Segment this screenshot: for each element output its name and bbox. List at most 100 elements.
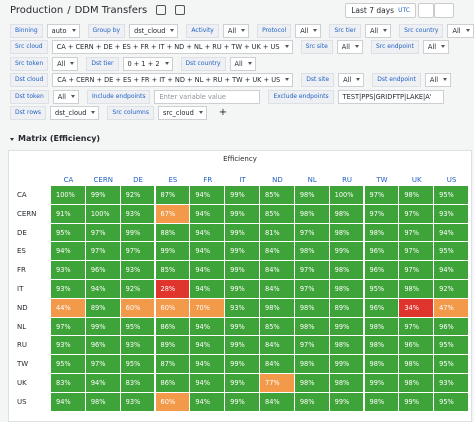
matrix-cell: 94%	[190, 336, 226, 356]
matrix-cell: 97%	[399, 242, 435, 262]
column-header[interactable]: RU	[342, 176, 353, 184]
matrix-cell: 98%	[329, 280, 365, 299]
matrix-cell: 85%	[260, 204, 295, 224]
matrix-cell: 99%	[225, 186, 260, 205]
column-header[interactable]: CA	[63, 176, 74, 184]
matrix-cell: 94%	[85, 374, 121, 393]
matrix-cell: 94%	[190, 317, 226, 337]
variable-input[interactable]: Enter variable value	[154, 89, 261, 104]
variable-label: Src columns	[107, 105, 154, 120]
matrix-cell: 98%	[294, 374, 330, 393]
variable-select[interactable]: CA + CERN + DE + ES + FR + IT + ND + NL …	[51, 40, 293, 55]
variable-select[interactable]: auto	[46, 24, 80, 38]
matrix-cell: 98%	[329, 374, 365, 393]
matrix-cell: 85%	[155, 261, 191, 280]
matrix-cell: 98%	[85, 392, 121, 412]
matrix-cell: 94%	[190, 392, 226, 412]
variable-select[interactable]: dst_cloud	[50, 105, 100, 120]
column-header[interactable]: NL	[307, 176, 317, 184]
variable-input[interactable]: TEST|PPS|GRIDFTP|LAKE|A'	[337, 89, 444, 104]
variable-select[interactable]: All	[336, 40, 363, 55]
star-icon[interactable]	[156, 5, 167, 15]
matrix-cell: 60%	[155, 298, 191, 318]
row-title[interactable]: Matrix (Efficiency)	[10, 134, 100, 143]
matrix-cell: 97%	[399, 223, 435, 243]
matrix-cell: 98%	[329, 261, 365, 280]
variable-label: Activity	[186, 24, 219, 38]
column-header[interactable]: DE	[133, 176, 143, 184]
variable-select[interactable]: All	[52, 89, 79, 104]
matrix-cell: 96%	[85, 336, 121, 356]
column-header[interactable]: UK	[411, 176, 422, 184]
matrix-cell: 95%	[434, 186, 469, 205]
variable-select[interactable]: All	[229, 56, 256, 71]
matrix-cell: 99%	[329, 355, 365, 374]
variable-select[interactable]: dst_cloud	[129, 24, 179, 38]
variable-label: Src tier	[329, 24, 361, 38]
variable-select[interactable]: All	[338, 73, 365, 88]
variable-label: Dst token	[10, 89, 49, 104]
matrix-cell: 94%	[190, 261, 226, 280]
variable-label: Src site	[300, 40, 333, 55]
matrix-cell: 89%	[155, 336, 191, 356]
matrix-cell: 99%	[85, 317, 121, 337]
variable-row: Dst token All Include endpoints Enter varia…	[10, 89, 470, 104]
variable-select[interactable]: CA + CERN + DE + ES + FR + IT + ND + NL …	[52, 73, 294, 88]
matrix-cell: 96%	[364, 298, 400, 318]
matrix-cell: 98%	[364, 336, 400, 356]
matrix-cell: 94%	[434, 261, 469, 280]
matrix-cell: 93%	[51, 336, 86, 356]
column-header[interactable]: ES	[168, 176, 178, 184]
variable-select[interactable]: All	[422, 40, 450, 55]
matrix-cell: 98%	[294, 242, 330, 262]
row-header: CA	[17, 191, 27, 199]
variable-select[interactable]: All	[222, 24, 250, 38]
variable-select[interactable]: All	[424, 73, 452, 88]
column-header[interactable]: IT	[239, 176, 246, 184]
column-header[interactable]: CERN	[93, 176, 113, 184]
matrix-cell: 84%	[260, 280, 295, 299]
variable-select[interactable]: src_cloud	[157, 105, 207, 120]
dashboard-title[interactable]: DDM Transfers	[74, 4, 148, 16]
row-header: RU	[17, 341, 27, 350]
column-header[interactable]: US	[446, 176, 457, 184]
variable-label: Dst rows	[10, 105, 47, 120]
matrix-cell: 97%	[294, 223, 330, 243]
matrix-cell: 97%	[294, 261, 330, 280]
variable-select[interactable]: 0 + 1 + 2	[122, 56, 173, 71]
variable-row: Src token All Dst tier 0 + 1 + 2 Dst country…	[10, 56, 470, 71]
column-header[interactable]: FR	[203, 176, 213, 184]
variable-label: Src token	[10, 56, 49, 71]
zoom-button[interactable]	[418, 3, 434, 18]
matrix-cell: 94%	[190, 374, 226, 393]
variable-select[interactable]: All	[447, 24, 474, 38]
matrix-cell: 87%	[155, 355, 191, 374]
page: Production / DDM Transfers Last 7 days U…	[0, 0, 474, 413]
variable-row: Dst rows dst_cloud Src columns src_cloud +	[10, 105, 470, 120]
variable-select[interactable]: All	[295, 24, 322, 38]
row-header: CERN	[17, 209, 37, 218]
matrix-cell: 95%	[434, 355, 469, 374]
variable-select[interactable]: All	[52, 56, 79, 71]
matrix-cell: 93%	[225, 298, 260, 318]
matrix-cell: 93%	[120, 261, 156, 280]
matrix-cell: 97%	[85, 355, 121, 374]
row-header: FR	[17, 266, 26, 275]
column-header[interactable]: ND	[272, 176, 283, 184]
matrix-cell: 99%	[120, 223, 156, 243]
variable-select[interactable]: All	[364, 24, 392, 38]
share-icon[interactable]	[175, 5, 186, 15]
refresh-button[interactable]	[434, 3, 454, 18]
matrix-cell: 84%	[260, 336, 295, 356]
folder[interactable]: Production	[10, 4, 64, 16]
add-button[interactable]: +	[218, 107, 228, 119]
column-header[interactable]: TW	[376, 176, 388, 184]
time-picker[interactable]: Last 7 days UTC	[345, 3, 416, 18]
matrix-cell: 88%	[155, 223, 191, 243]
variable-label: Dst cloud	[10, 73, 49, 88]
matrix-cell: 99%	[329, 392, 365, 412]
variable-label: Dst tier	[86, 56, 119, 71]
matrix-cell: 99%	[364, 374, 400, 393]
matrix-cell: 60%	[120, 298, 156, 318]
matrix-cell: 85%	[260, 186, 295, 205]
